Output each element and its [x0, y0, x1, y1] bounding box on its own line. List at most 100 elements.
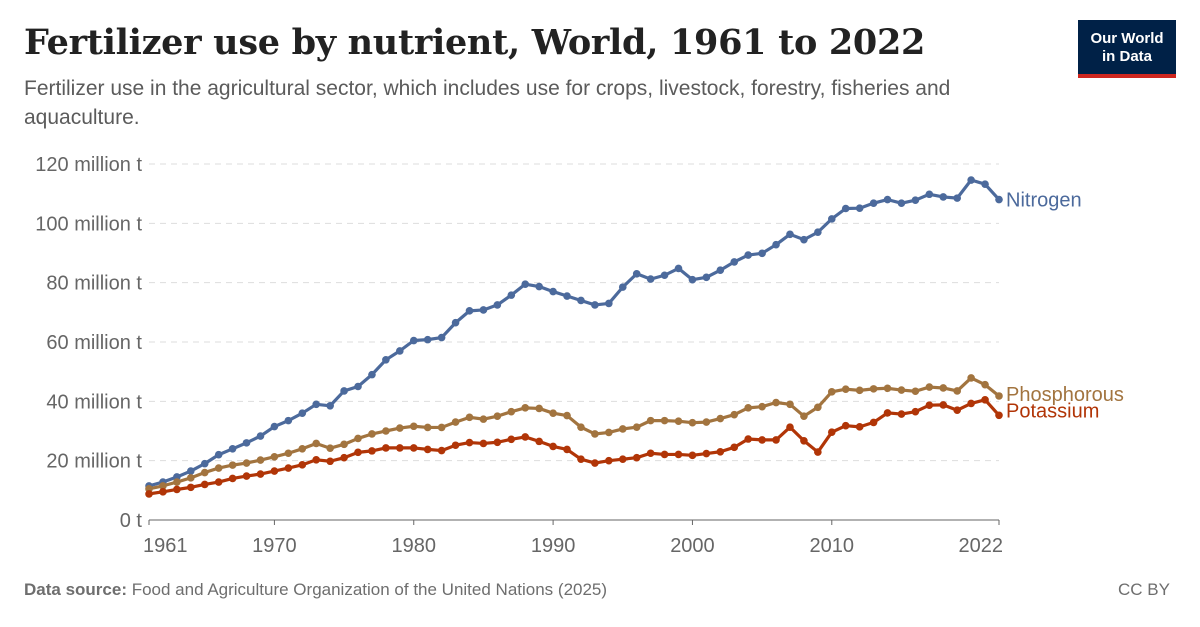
nitrogen-point[interactable] — [688, 275, 697, 284]
potassium-point[interactable] — [409, 444, 418, 452]
potassium-point[interactable] — [577, 455, 585, 463]
phosphorous-point[interactable] — [660, 416, 669, 425]
nitrogen-point[interactable] — [869, 199, 878, 207]
potassium-point[interactable] — [883, 409, 892, 417]
potassium-point[interactable] — [744, 435, 752, 443]
potassium-point[interactable] — [256, 470, 265, 478]
potassium-point[interactable] — [591, 459, 599, 467]
potassium-point[interactable] — [396, 444, 404, 452]
nitrogen-point[interactable] — [423, 335, 432, 344]
nitrogen-point[interactable] — [591, 301, 599, 309]
nitrogen-point[interactable] — [228, 445, 237, 453]
nitrogen-point[interactable] — [200, 459, 209, 468]
potassium-point[interactable] — [953, 406, 961, 415]
nitrogen-point[interactable] — [674, 264, 683, 273]
nitrogen-point[interactable] — [981, 180, 989, 188]
phosphorous-point[interactable] — [298, 445, 307, 453]
phosphorous-point[interactable] — [354, 434, 362, 443]
phosphorous-point[interactable] — [242, 459, 251, 467]
potassium-point[interactable] — [772, 436, 780, 444]
phosphorous-point[interactable] — [326, 444, 334, 453]
potassium-point[interactable] — [646, 449, 655, 458]
license-link[interactable]: CC BY — [1118, 580, 1170, 599]
potassium-point[interactable] — [354, 448, 362, 457]
potassium-point[interactable] — [981, 396, 989, 404]
nitrogen-point[interactable] — [312, 400, 321, 409]
potassium-point[interactable] — [925, 401, 934, 409]
nitrogen-point[interactable] — [883, 195, 892, 204]
potassium-point[interactable] — [507, 435, 516, 444]
phosphorous-point[interactable] — [396, 424, 404, 432]
nitrogen-point[interactable] — [340, 387, 348, 395]
potassium-point[interactable] — [632, 453, 641, 462]
phosphorous-point[interactable] — [451, 418, 460, 426]
nitrogen-point[interactable] — [953, 194, 961, 202]
phosphorous-point[interactable] — [423, 423, 432, 432]
phosphorous-point[interactable] — [744, 404, 752, 412]
nitrogen-point[interactable] — [493, 301, 502, 309]
potassium-point[interactable] — [312, 455, 321, 464]
nitrogen-point[interactable] — [256, 432, 265, 440]
nitrogen-point[interactable] — [925, 190, 934, 199]
potassium-point[interactable] — [214, 478, 223, 486]
nitrogen-point[interactable] — [298, 409, 307, 418]
nitrogen-point[interactable] — [646, 275, 655, 283]
potassium-point[interactable] — [368, 447, 376, 455]
nitrogen-point[interactable] — [855, 204, 864, 213]
phosphorous-point[interactable] — [521, 404, 530, 412]
potassium-point[interactable] — [228, 474, 237, 483]
phosphorous-point[interactable] — [563, 411, 571, 420]
nitrogen-point[interactable] — [577, 296, 585, 305]
potassium-point[interactable] — [326, 457, 334, 466]
nitrogen-point[interactable] — [409, 336, 418, 345]
phosphorous-point[interactable] — [200, 468, 209, 477]
phosphorous-point[interactable] — [618, 425, 627, 433]
potassium-point[interactable] — [298, 461, 307, 469]
phosphorous-point[interactable] — [632, 423, 641, 431]
nitrogen-point[interactable] — [758, 249, 766, 258]
phosphorous-point[interactable] — [772, 398, 780, 407]
potassium-point[interactable] — [465, 438, 474, 447]
nitrogen-point[interactable] — [465, 307, 474, 315]
nitrogen-point[interactable] — [270, 422, 279, 431]
nitrogen-point[interactable] — [702, 273, 711, 282]
potassium-point[interactable] — [493, 438, 502, 447]
potassium-point[interactable] — [869, 418, 878, 427]
potassium-point[interactable] — [521, 433, 530, 441]
potassium-point[interactable] — [479, 439, 488, 448]
phosphorous-point[interactable] — [173, 478, 181, 486]
phosphorous-point[interactable] — [786, 400, 794, 409]
nitrogen-point[interactable] — [284, 416, 293, 425]
phosphorous-point[interactable] — [897, 386, 906, 394]
potassium-point[interactable] — [200, 480, 209, 489]
nitrogen-point[interactable] — [563, 292, 571, 300]
phosphorous-point[interactable] — [437, 423, 446, 432]
phosphorous-point[interactable] — [507, 407, 516, 416]
potassium-point[interactable] — [841, 421, 850, 430]
potassium-point[interactable] — [897, 410, 906, 418]
potassium-point[interactable] — [827, 428, 836, 436]
phosphorous-point[interactable] — [646, 416, 655, 425]
nitrogen-point[interactable] — [187, 467, 195, 475]
potassium-point[interactable] — [382, 444, 390, 452]
phosphorous-point[interactable] — [814, 403, 822, 412]
phosphorous-point[interactable] — [702, 418, 711, 426]
potassium-point[interactable] — [911, 407, 920, 416]
phosphorous-point[interactable] — [953, 387, 961, 395]
phosphorous-point[interactable] — [368, 430, 376, 438]
phosphorous-point[interactable] — [716, 414, 725, 423]
phosphorous-point[interactable] — [577, 423, 585, 431]
nitrogen-point[interactable] — [368, 370, 376, 379]
nitrogen-point[interactable] — [214, 450, 223, 459]
potassium-point[interactable] — [187, 483, 195, 492]
phosphorous-point[interactable] — [187, 474, 195, 482]
phosphorous-point[interactable] — [284, 449, 293, 458]
potassium-point[interactable] — [535, 437, 543, 446]
phosphorous-point[interactable] — [549, 409, 557, 418]
potassium-point[interactable] — [688, 451, 697, 460]
phosphorous-point[interactable] — [409, 422, 418, 431]
phosphorous-point[interactable] — [493, 412, 502, 420]
potassium-point[interactable] — [967, 399, 975, 408]
phosphorous-point[interactable] — [312, 439, 321, 448]
potassium-point[interactable] — [758, 436, 766, 444]
